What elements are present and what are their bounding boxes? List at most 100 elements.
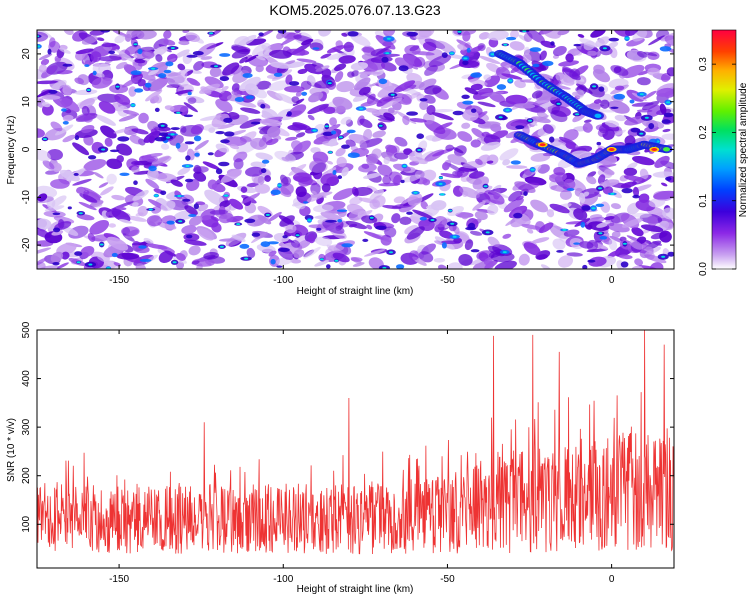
spectrogram-blob <box>88 263 93 266</box>
spectrogram-blob <box>256 243 276 253</box>
spectrogram-blob <box>229 198 244 210</box>
snr-x-ticks: -150 -100 -50 0 <box>109 330 615 585</box>
spectrogram-blob <box>148 68 159 76</box>
colorbar-tick-label: 0.1 <box>698 193 709 207</box>
spectrogram-blob <box>440 173 461 179</box>
spectrogram-blob <box>313 204 334 213</box>
spectrogram-blob <box>239 56 248 64</box>
spectrogram-blob <box>502 251 507 254</box>
spectrogram-blob <box>220 169 242 183</box>
spectrogram-blob <box>598 232 603 235</box>
spectrogram-blob <box>231 234 246 242</box>
spectrogram-blob <box>363 231 384 240</box>
spectrogram-blob <box>202 161 220 170</box>
spectrogram-blob <box>141 154 152 161</box>
spectrogram-blob <box>431 112 454 121</box>
spectrogram-blob <box>158 73 167 79</box>
spectrogram-blob <box>643 90 657 100</box>
spectrogram-blob <box>622 242 627 245</box>
spectrogram-blob <box>419 98 428 102</box>
spectrogram-blob <box>296 58 317 63</box>
spectrogram-blob <box>620 181 637 188</box>
spectrogram-blob <box>183 114 194 118</box>
spectrogram-blob <box>474 210 488 221</box>
spectrogram-blob <box>176 111 181 114</box>
spectrogram-blob <box>602 185 614 195</box>
spectrogram-blob <box>665 176 672 181</box>
spectrogram-blob <box>351 70 359 77</box>
spectrogram-blob <box>433 127 457 140</box>
spectrogram-blob <box>118 219 132 224</box>
spectrogram-blob <box>639 93 644 96</box>
spectrogram-blob <box>307 219 312 222</box>
spectrogram-blob <box>92 62 101 74</box>
spectrogram-blob <box>347 152 360 158</box>
spectrogram-blob <box>50 251 64 263</box>
spectrogram-blob <box>648 197 666 208</box>
spectrogram-blob <box>197 203 209 212</box>
spectrogram-blob <box>224 131 235 137</box>
spectrogram-blob <box>496 84 507 90</box>
spectrogram-blob <box>308 233 316 244</box>
spectrogram-blob <box>462 190 469 198</box>
spectrogram-blob <box>97 256 115 265</box>
spectrogram-blob <box>456 39 473 49</box>
spectrogram-blob <box>574 50 582 56</box>
spectrogram-blob <box>138 112 149 124</box>
spectrogram-blob <box>515 195 524 201</box>
spectrogram-blob <box>112 30 130 39</box>
spectrogram-blob <box>37 193 48 202</box>
spectrogram-blob <box>336 156 347 168</box>
spectrogram-blob <box>158 250 174 264</box>
spectrogram-blob <box>550 41 555 46</box>
spectrogram-blob <box>62 63 73 67</box>
spectrogram-blob <box>257 176 265 185</box>
spectrogram-blob <box>371 110 381 117</box>
spectrogram-blob <box>621 218 643 228</box>
spectrogram-blob <box>125 33 132 42</box>
spectrogram-blob <box>297 68 308 75</box>
spectrogram-blob <box>470 83 483 91</box>
spectrogram-blob <box>288 163 307 176</box>
spectrogram-blob <box>187 91 192 96</box>
spectrogram-blob <box>644 116 649 119</box>
spectrogram-blob <box>363 173 381 179</box>
spectrogram-blob <box>607 41 619 49</box>
spectrogram-blob <box>457 30 462 33</box>
spectrogram-blob <box>74 129 98 138</box>
spectrogram-blob <box>648 123 655 130</box>
spectrogram-blob <box>217 123 235 130</box>
spectrogram-blob <box>260 241 271 248</box>
spectrogram-blob <box>503 198 524 213</box>
spectrogram-blob <box>385 52 390 55</box>
spectrogram-blob <box>188 214 197 217</box>
spectrogram-blob <box>295 186 307 198</box>
spectrogram-blob <box>197 228 215 241</box>
spectrogram-blob <box>513 212 523 219</box>
spectrogram-blob <box>632 156 655 166</box>
spectrogram-blob <box>178 220 183 223</box>
spectrogram-blob <box>528 119 532 122</box>
spectrogram-blob <box>471 108 477 113</box>
x-tick-label: -100 <box>273 574 293 585</box>
spectrogram-blob <box>485 231 490 234</box>
spectrogram-blob <box>483 74 492 81</box>
spectrogram-blob <box>250 161 267 169</box>
spectrogram-blob <box>425 135 438 141</box>
spectrogram-blob <box>74 251 83 256</box>
spectrogram-blob <box>452 147 464 154</box>
spectrogram-blob <box>91 76 112 89</box>
spectrogram-blob <box>178 40 190 46</box>
spectrogram-blob <box>320 211 343 221</box>
spectrogram-blob <box>362 238 369 242</box>
spectrogram-blob <box>279 215 295 227</box>
x-tick-label: 0 <box>609 275 615 286</box>
spectrogram-blob <box>663 112 674 118</box>
spectrogram-blob <box>421 243 436 255</box>
spectrogram-blob <box>144 82 152 88</box>
spectrogram-blob <box>647 67 660 76</box>
spectrogram-blob <box>353 77 371 91</box>
spectrogram-blob <box>380 61 397 72</box>
spectrogram-blob <box>325 221 343 231</box>
spectrogram-blob <box>286 48 310 56</box>
